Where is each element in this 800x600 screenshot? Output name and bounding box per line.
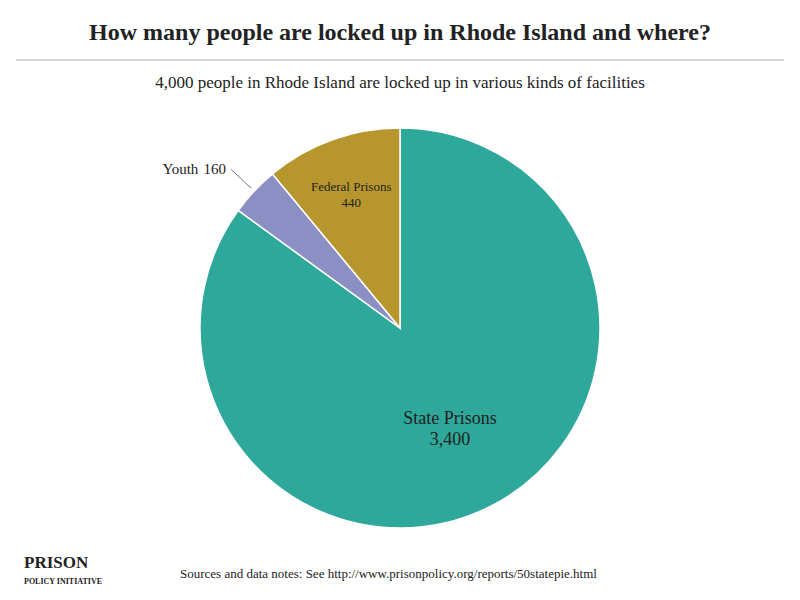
slice-label: Youth 160 [162, 161, 226, 177]
category-label: Youth [162, 161, 198, 177]
leader-line [231, 169, 251, 188]
title-rule [16, 60, 784, 61]
slices [200, 128, 600, 528]
annotation: Sources and data notes: See http://www.p… [180, 566, 597, 581]
value-label: 440 [341, 195, 361, 210]
slice-labels: State Prisons3,400 Youth 160 Federal Prison… [162, 161, 496, 449]
chart: How many people are locked up in Rhode I… [0, 0, 800, 600]
value-label: 160 [203, 161, 226, 177]
pie-slice [200, 128, 600, 528]
category-label: State Prisons [403, 408, 497, 428]
title: How many people are locked up in Rhode I… [89, 19, 711, 45]
category-label: Federal Prisons [311, 179, 392, 194]
subtitle: 4,000 people in Rhode Island are locked … [155, 73, 645, 92]
value-label: 3,400 [430, 429, 471, 449]
pie-slice [273, 128, 400, 328]
annotation: POLICY INITIATIVE [24, 577, 102, 586]
annotation: PRISON [24, 553, 89, 572]
